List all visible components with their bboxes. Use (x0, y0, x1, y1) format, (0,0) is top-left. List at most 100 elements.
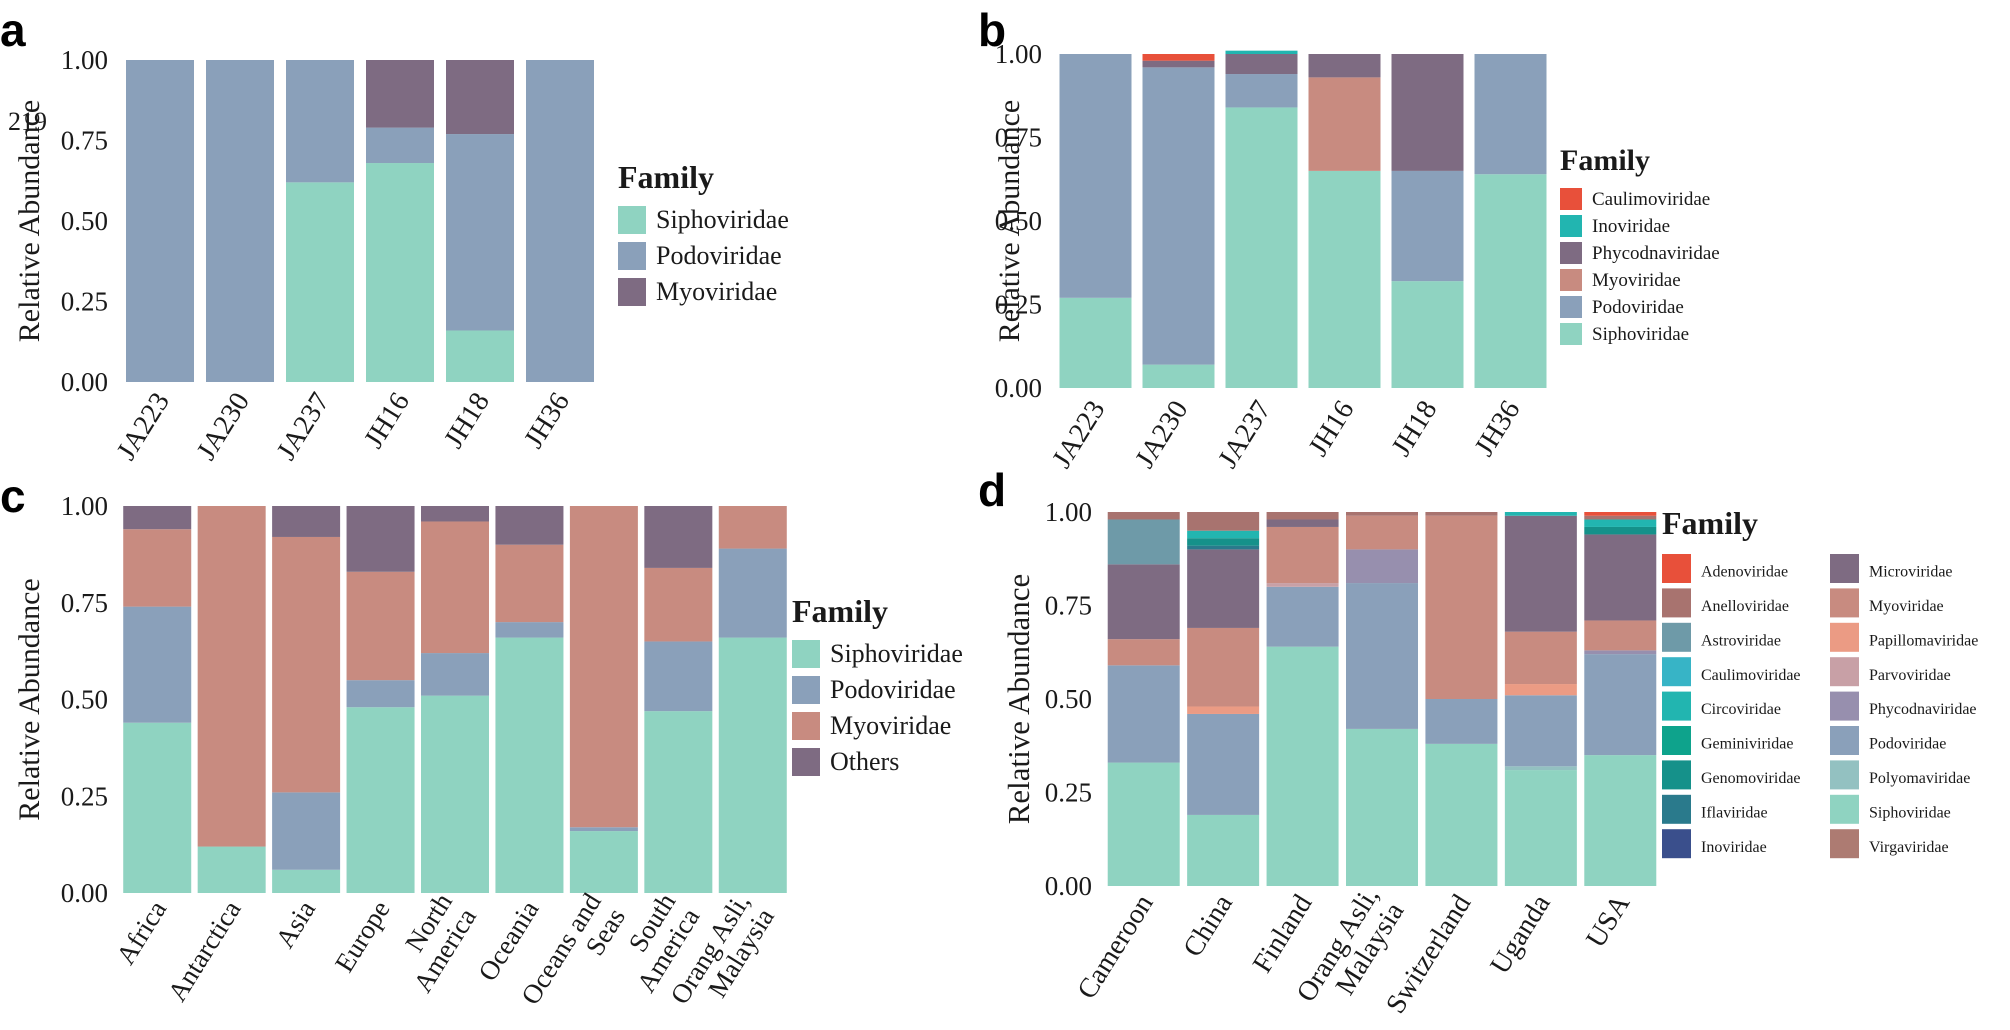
y-tick-label: 0.00 (61, 878, 108, 908)
bar-segment-siphoviridae (272, 869, 341, 893)
x-tick-label: JA223 (1046, 395, 1111, 473)
bar-segment-podoviridae (421, 653, 489, 696)
panel-letter-a: a (0, 4, 26, 56)
bar-segment-podoviridae (126, 60, 194, 382)
x-tick-label: JA230 (191, 387, 256, 465)
legend-label: Siphoviridae (830, 639, 963, 668)
bar-segment-myoviridae (123, 529, 192, 607)
x-tick-label: Africa (110, 895, 172, 969)
bar-segment-others (272, 506, 341, 537)
bar-segment-myoviridae (718, 506, 787, 549)
legend-label: Podoviridae (1869, 736, 1946, 753)
x-tick-label: JA237 (271, 387, 336, 465)
legend-swatch (1662, 794, 1691, 824)
legend-swatch (1830, 691, 1859, 721)
panel-b: b 0.00 0.25 0.50 0.75 1.00 Relative Abundance J… (978, 4, 1720, 474)
bar-segment-myoviridae (1504, 631, 1577, 685)
bar-segment-myoviridae (569, 506, 638, 828)
bar-segment-phycodnaviridae (1346, 549, 1418, 584)
legend-label: Phycodnaviridae (1592, 243, 1720, 264)
legend-label: Siphoviridae (1592, 324, 1689, 345)
y-tick-label: 0.75 (61, 126, 108, 156)
bar-segment-phycodnaviridae (1308, 54, 1381, 78)
legend-title: Family (792, 593, 888, 629)
bar-segment-inoviridae (1225, 50, 1298, 54)
legend-swatch (1560, 242, 1582, 264)
legend-swatch (1662, 760, 1691, 790)
bar-segment-phycodnaviridae (1225, 54, 1298, 75)
bar-segment-siphoviridae (1308, 170, 1381, 388)
bar-segment-genomoviridae (1187, 538, 1260, 546)
legend-swatch (1830, 554, 1859, 583)
bar-segment-others (644, 506, 713, 568)
legend-swatch (1662, 657, 1691, 687)
legend-swatch (1560, 188, 1582, 210)
bar-segment-siphoviridae (718, 637, 787, 893)
stray-label: 219 (8, 107, 47, 136)
bar-segment-podoviridae (206, 60, 274, 382)
x-tick-label: JH36 (1469, 395, 1527, 462)
legend-label: Caulimoviridae (1592, 189, 1710, 210)
bar-segment-circoviridae (1504, 512, 1577, 516)
bar-segment-myoviridae (197, 506, 266, 847)
x-tick-label: JA223 (111, 387, 176, 465)
legend-swatch (792, 640, 820, 668)
bar-segment-polyomaviridae (1504, 766, 1577, 771)
panel-letter-d: d (978, 464, 1006, 516)
legend-swatch (792, 676, 820, 704)
legend-label: Parvoviridae (1869, 667, 1951, 684)
bar-segment-podoviridae (1391, 170, 1464, 282)
y-axis-label: Relative Abundance (13, 100, 46, 342)
legend-label: Siphoviridae (656, 205, 789, 234)
x-tick-label: China (1177, 889, 1239, 963)
bar-segment-myoviridae (1425, 515, 1498, 699)
legend-swatch (1830, 760, 1859, 790)
y-tick-label: 1.00 (995, 39, 1042, 69)
y-tick-label: 0.00 (995, 373, 1042, 403)
legend-swatch (1560, 296, 1582, 318)
bar-segment-myoviridae (1584, 620, 1657, 651)
bar-segment-podoviridae (526, 60, 594, 382)
bar-segment-myoviridae (1187, 627, 1260, 707)
bar-segment-podoviridae (272, 792, 341, 870)
bar-segment-myoviridae (421, 521, 489, 654)
legend-swatch (1662, 554, 1691, 583)
bar-segment-podoviridae (1474, 54, 1547, 175)
x-tick-label: JH16 (358, 387, 416, 454)
legend-label: Polyomaviridae (1869, 770, 1970, 787)
bar-segment-anelloviridae (1584, 515, 1657, 520)
y-tick-label: 0.25 (61, 781, 108, 811)
bar-segment-parvoviridae (1266, 583, 1339, 587)
bar-segment-podoviridae (1425, 699, 1498, 744)
y-tick-label: 0.25 (995, 290, 1042, 320)
bar-segment-microviridae (1266, 519, 1339, 527)
bar-segment-siphoviridae (1059, 297, 1132, 388)
bar-segment-podoviridae (286, 60, 354, 183)
y-tick-label: 0.00 (1045, 871, 1092, 901)
bar-segment-siphoviridae (1107, 762, 1180, 886)
legend-label: Podoviridae (830, 675, 956, 704)
bar-segment-circoviridae (1584, 519, 1657, 527)
bar-segment-anelloviridae (1425, 512, 1498, 516)
bar-segment-podoviridae (718, 548, 787, 638)
bar-segment-siphoviridae (421, 695, 489, 893)
y-tick-label: 0.50 (61, 685, 108, 715)
bar-segment-podoviridae (644, 641, 713, 712)
bar-segment-anelloviridae (1346, 512, 1418, 516)
bar-segment-papillomaviridae (1504, 684, 1577, 696)
legend-title: Family (1662, 505, 1758, 541)
legend-label: Papillomaviridae (1869, 632, 1978, 649)
bar-segment-podoviridae (1266, 586, 1339, 647)
bar-segment-anelloviridae (1266, 512, 1339, 520)
legend-swatch (1662, 588, 1691, 618)
legend-label: Inoviridae (1701, 839, 1767, 856)
x-tick-label: JA237 (1212, 395, 1277, 473)
legend-label: Adenoviridae (1701, 564, 1788, 581)
y-tick-label: 0.75 (995, 123, 1042, 153)
bar-segment-phycodnaviridae (1142, 60, 1215, 68)
legend-swatch (1662, 829, 1691, 859)
bar-segment-microviridae (1107, 564, 1180, 640)
legend-swatch (1662, 726, 1691, 755)
y-tick-label: 0.75 (1045, 591, 1092, 621)
